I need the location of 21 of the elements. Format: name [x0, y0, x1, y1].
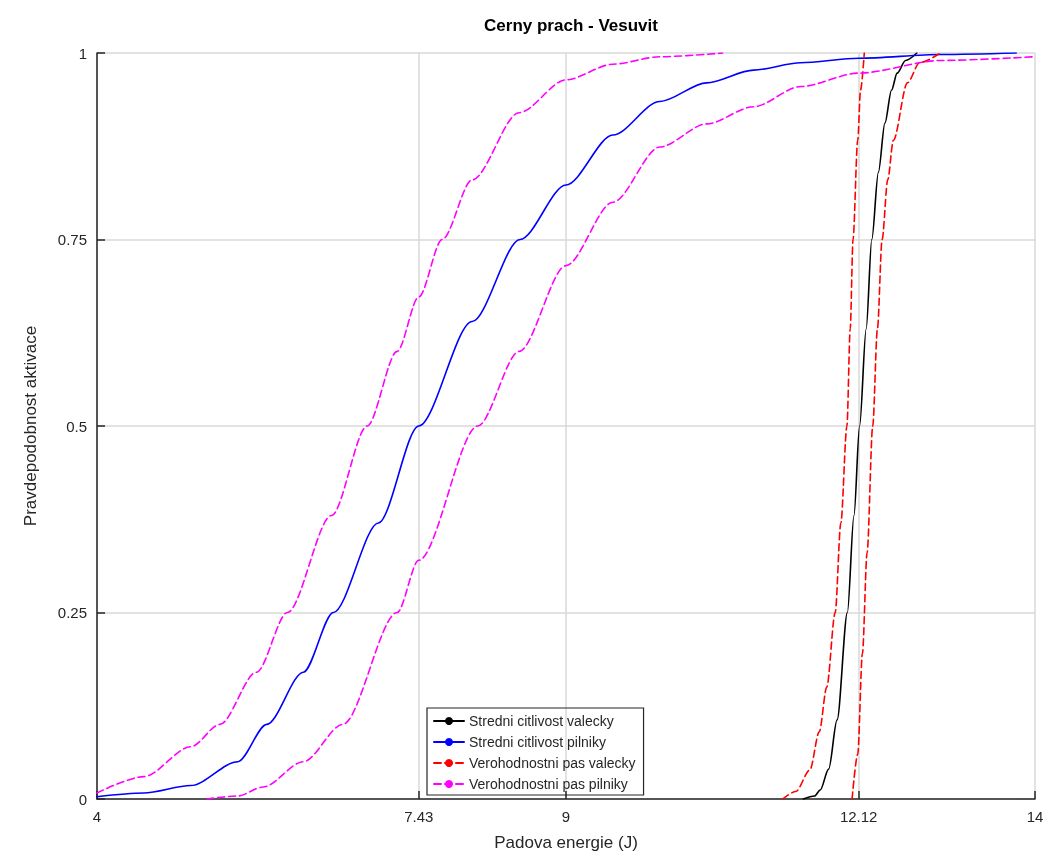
y-tick-label: 0	[78, 790, 87, 808]
legend-label: Verohodnostni pas pilniky	[469, 776, 628, 792]
line-series	[781, 52, 866, 800]
line-series	[851, 52, 942, 800]
legend-label: Stredni citlivost valecky	[469, 713, 614, 729]
y-axis-title: Pravdepodobnost aktivace	[21, 325, 40, 527]
x-tick-label: 14	[1026, 808, 1044, 825]
x-tick-label: 4	[92, 808, 102, 825]
x-tick-label: 7.43	[404, 808, 434, 825]
y-tick-label: 0.25	[57, 604, 87, 621]
line-series	[96, 52, 724, 794]
line-series	[802, 52, 918, 800]
y-tick-label: 0.5	[66, 417, 87, 435]
x-tick-label: 9	[561, 808, 571, 825]
legend-label: Stredni citlivost pilniky	[469, 734, 606, 750]
y-tick-label: 0.75	[57, 231, 87, 248]
y-tick-label: 1	[78, 44, 87, 62]
x-axis-title: Padova energie (J)	[494, 833, 638, 852]
x-tick-label: 12.12	[839, 808, 878, 825]
chart-title: Cerny prach - Vesuvit	[484, 16, 659, 35]
legend-label: Verohodnostni pas valecky	[469, 755, 636, 771]
